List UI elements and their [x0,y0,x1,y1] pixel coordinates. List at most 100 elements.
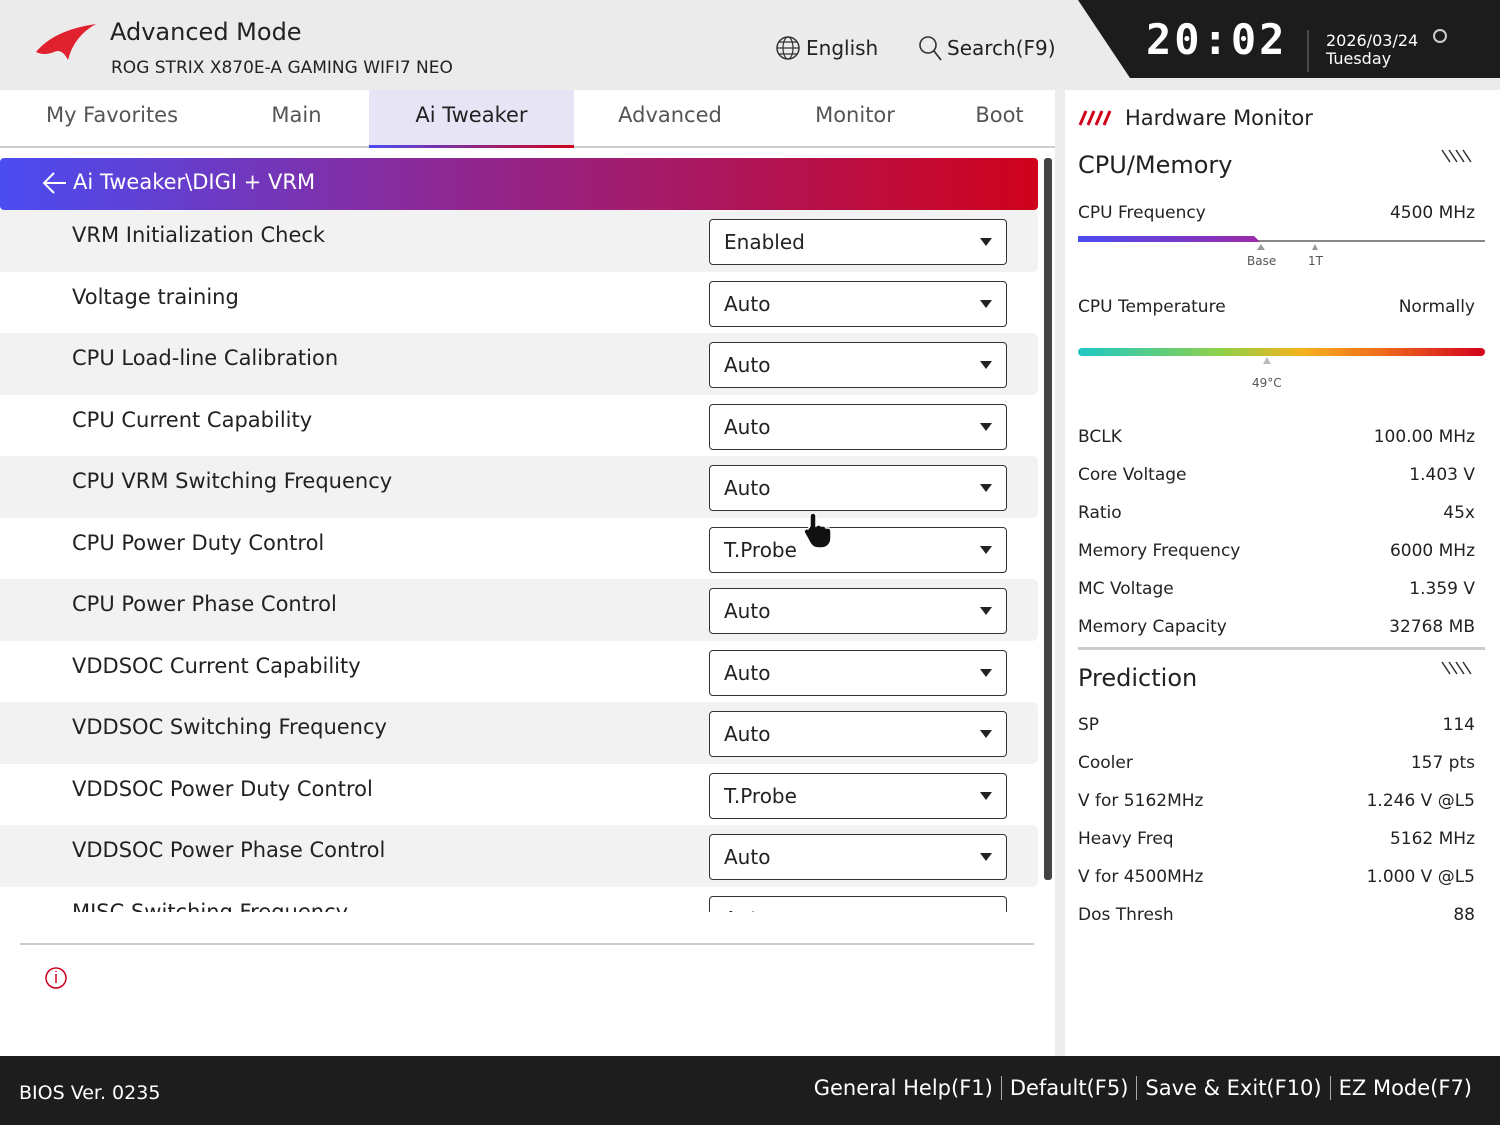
stat-row: Ratio 45x [1078,503,1475,523]
setting-label: VDDSOC Switching Frequency [72,715,387,739]
collapse-icon[interactable] [1440,660,1474,676]
collapse-icon[interactable] [1440,148,1474,164]
label: CPU Frequency [1078,203,1206,223]
scrollbar[interactable] [1044,158,1052,880]
rog-logo [36,24,96,60]
value: Normally [1398,297,1475,317]
stat-row: SP 114 [1078,715,1475,735]
stat-label: Dos Thresh [1078,905,1174,925]
dropdown[interactable]: Auto [709,280,1007,327]
setting-label: CPU VRM Switching Frequency [72,469,393,493]
stat-row: Cooler 157 pts [1078,753,1475,773]
breadcrumb-bar [0,158,1038,210]
stat-row: MC Voltage 1.359 V [1078,579,1475,599]
stat-row: V for 4500MHz 1.000 V @L5 [1078,867,1475,887]
stat-value: 6000 MHz [1389,541,1475,561]
tab[interactable]: My Favorites [45,103,179,127]
setting-row: VDDSOC Switching Frequency Auto [0,702,1038,764]
tab[interactable]: Ai Tweaker [369,90,574,148]
dropdown[interactable]: T.Probe [709,526,1007,573]
setting-label: MISC Switching Frequency [72,899,349,913]
stat-row: Memory Capacity 32768 MB [1078,617,1475,637]
stat-label: Memory Frequency [1078,541,1241,561]
footer [0,1056,1500,1125]
setting-label: CPU Power Duty Control [72,530,325,555]
setting-label: Voltage training [72,284,239,309]
stat-value: 1.000 V @L5 [1366,867,1475,887]
stat-row: Dos Thresh 88 [1078,905,1475,925]
clock-panel [1078,0,1500,78]
language[interactable]: English [806,36,879,60]
tab[interactable]: Monitor [815,103,895,127]
setting-row: MISC Switching Frequency Auto [0,887,1038,913]
stat-label: V for 4500MHz [1078,867,1204,887]
hotkey[interactable]: Save & Exit(F10) [1136,1076,1329,1100]
setting-row: CPU Current Capability Auto [0,395,1038,457]
separator [20,943,1034,945]
breadcrumb: Ai Tweaker\DIGI + VRM [73,170,316,194]
stat-value: 5162 MHz [1389,829,1475,849]
cursor [803,512,832,549]
temperature-gauge [1078,348,1485,356]
dropdown[interactable]: Auto [709,342,1007,388]
stat-value: 114 [1442,715,1475,735]
dropdown[interactable]: Auto [709,895,1007,912]
section-title: CPU/Memory [1078,151,1233,179]
temperature-pointer [1263,357,1271,364]
bios-version: BIOS Ver. 0235 [19,1082,161,1104]
dropdown[interactable]: Auto [709,834,1007,880]
model: ROG STRIX X870E-A GAMING WIFI7 NEO [111,58,453,78]
date: 2026/03/24 [1326,31,1419,50]
stat-value: 1.403 V [1409,465,1475,485]
monitor-icon [1078,110,1112,126]
search[interactable]: Search(F9) [947,36,1056,60]
cpu-frequency: CPU Frequency 4500 MHz [1078,203,1475,223]
hotkeys: General Help(F1) Default(F5) Save & Exit(F… [806,1076,1480,1100]
stat-label: Ratio [1078,503,1122,523]
setting-label: VDDSOC Current Capability [72,653,361,678]
setting-row: CPU Power Phase Control Auto [0,579,1038,641]
dropdown[interactable]: Auto [709,588,1007,634]
setting-row: VDDSOC Power Phase Control Auto [0,825,1038,887]
search-icon [919,36,942,61]
setting-row: VRM Initialization Check Enabled [0,210,1038,272]
stat-value: 1.246 V @L5 [1366,791,1475,811]
dropdown[interactable]: Auto [709,465,1007,511]
tab[interactable]: Main [271,103,322,127]
setting-row: VDDSOC Power Duty Control T.Probe [0,764,1038,826]
hotkey[interactable]: Default(F5) [1000,1076,1137,1100]
info-icon [45,967,67,989]
tab[interactable]: Advanced [618,103,722,127]
stat-value: 88 [1453,905,1475,925]
setting-row: CPU Power Duty Control T.Probe [0,518,1038,580]
tab[interactable]: Boot [975,103,1024,127]
stat-label: Heavy Freq [1078,829,1174,849]
back-arrow[interactable] [40,170,68,198]
stat-value: 1.359 V [1409,579,1475,599]
settings-list: VRM Initialization Check Enabled Voltage t… [0,210,1040,912]
dropdown[interactable]: Auto [709,711,1007,757]
dropdown[interactable]: Auto [709,403,1007,450]
stat-label: Memory Capacity [1078,617,1227,637]
stat-row: Core Voltage 1.403 V [1078,465,1475,485]
stat-value: 45x [1443,503,1475,523]
setting-row: CPU VRM Switching Frequency Auto [0,456,1038,518]
stat-row: Heavy Freq 5162 MHz [1078,829,1475,849]
setting-label: CPU Load-line Calibration [72,346,339,370]
stat-row: V for 5162MHz 1.246 V @L5 [1078,791,1475,811]
monitor-title: Hardware Monitor [1125,106,1313,130]
setting-row: CPU Load-line Calibration Auto [0,333,1038,395]
stat-value: 32768 MB [1389,617,1475,637]
hotkey[interactable]: General Help(F1) [813,1076,993,1100]
dropdown[interactable]: Enabled [709,219,1007,265]
setting-label: VDDSOC Power Duty Control [72,776,373,801]
dropdown[interactable]: Auto [709,649,1007,696]
label: CPU Temperature [1078,297,1226,317]
globe-icon [776,36,800,60]
hotkey[interactable]: EZ Mode(F7) [1329,1076,1480,1100]
setting-label: CPU Power Phase Control [72,592,337,616]
dropdown[interactable]: T.Probe [709,772,1007,819]
mode-title: Advanced Mode [110,18,302,46]
value: 4500 MHz [1389,203,1475,223]
